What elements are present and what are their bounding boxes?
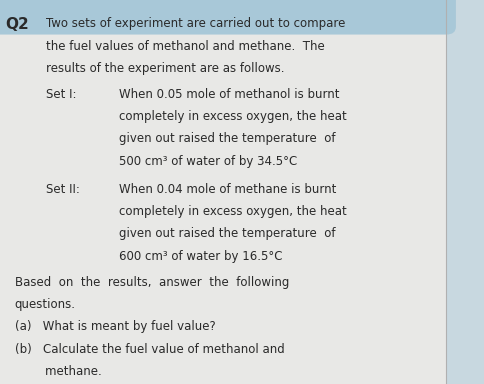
Text: 600 cm³ of water by 16.5°C: 600 cm³ of water by 16.5°C (119, 250, 282, 263)
Text: Set I:: Set I: (46, 88, 76, 101)
Text: questions.: questions. (15, 298, 76, 311)
Text: methane.: methane. (15, 365, 101, 378)
Text: (a)   What is meant by fuel value?: (a) What is meant by fuel value? (15, 320, 215, 333)
Text: the fuel values of methanol and methane.  The: the fuel values of methanol and methane.… (46, 40, 324, 53)
Text: Q2: Q2 (5, 17, 29, 32)
Text: 500 cm³ of water of by 34.5°C: 500 cm³ of water of by 34.5°C (119, 155, 297, 168)
Text: Set II:: Set II: (46, 183, 80, 196)
Text: Based  on  the  results,  answer  the  following: Based on the results, answer the followi… (15, 276, 288, 289)
Text: completely in excess oxygen, the heat: completely in excess oxygen, the heat (119, 110, 346, 123)
Text: given out raised the temperature  of: given out raised the temperature of (119, 132, 334, 146)
FancyBboxPatch shape (0, 0, 455, 35)
Text: When 0.04 mole of methane is burnt: When 0.04 mole of methane is burnt (119, 183, 335, 196)
Text: completely in excess oxygen, the heat: completely in excess oxygen, the heat (119, 205, 346, 218)
Text: results of the experiment are as follows.: results of the experiment are as follows… (46, 62, 284, 75)
Text: Two sets of experiment are carried out to compare: Two sets of experiment are carried out t… (46, 17, 345, 30)
Text: When 0.05 mole of methanol is burnt: When 0.05 mole of methanol is burnt (119, 88, 339, 101)
Text: given out raised the temperature  of: given out raised the temperature of (119, 227, 334, 240)
Text: (b)   Calculate the fuel value of methanol and: (b) Calculate the fuel value of methanol… (15, 343, 284, 356)
